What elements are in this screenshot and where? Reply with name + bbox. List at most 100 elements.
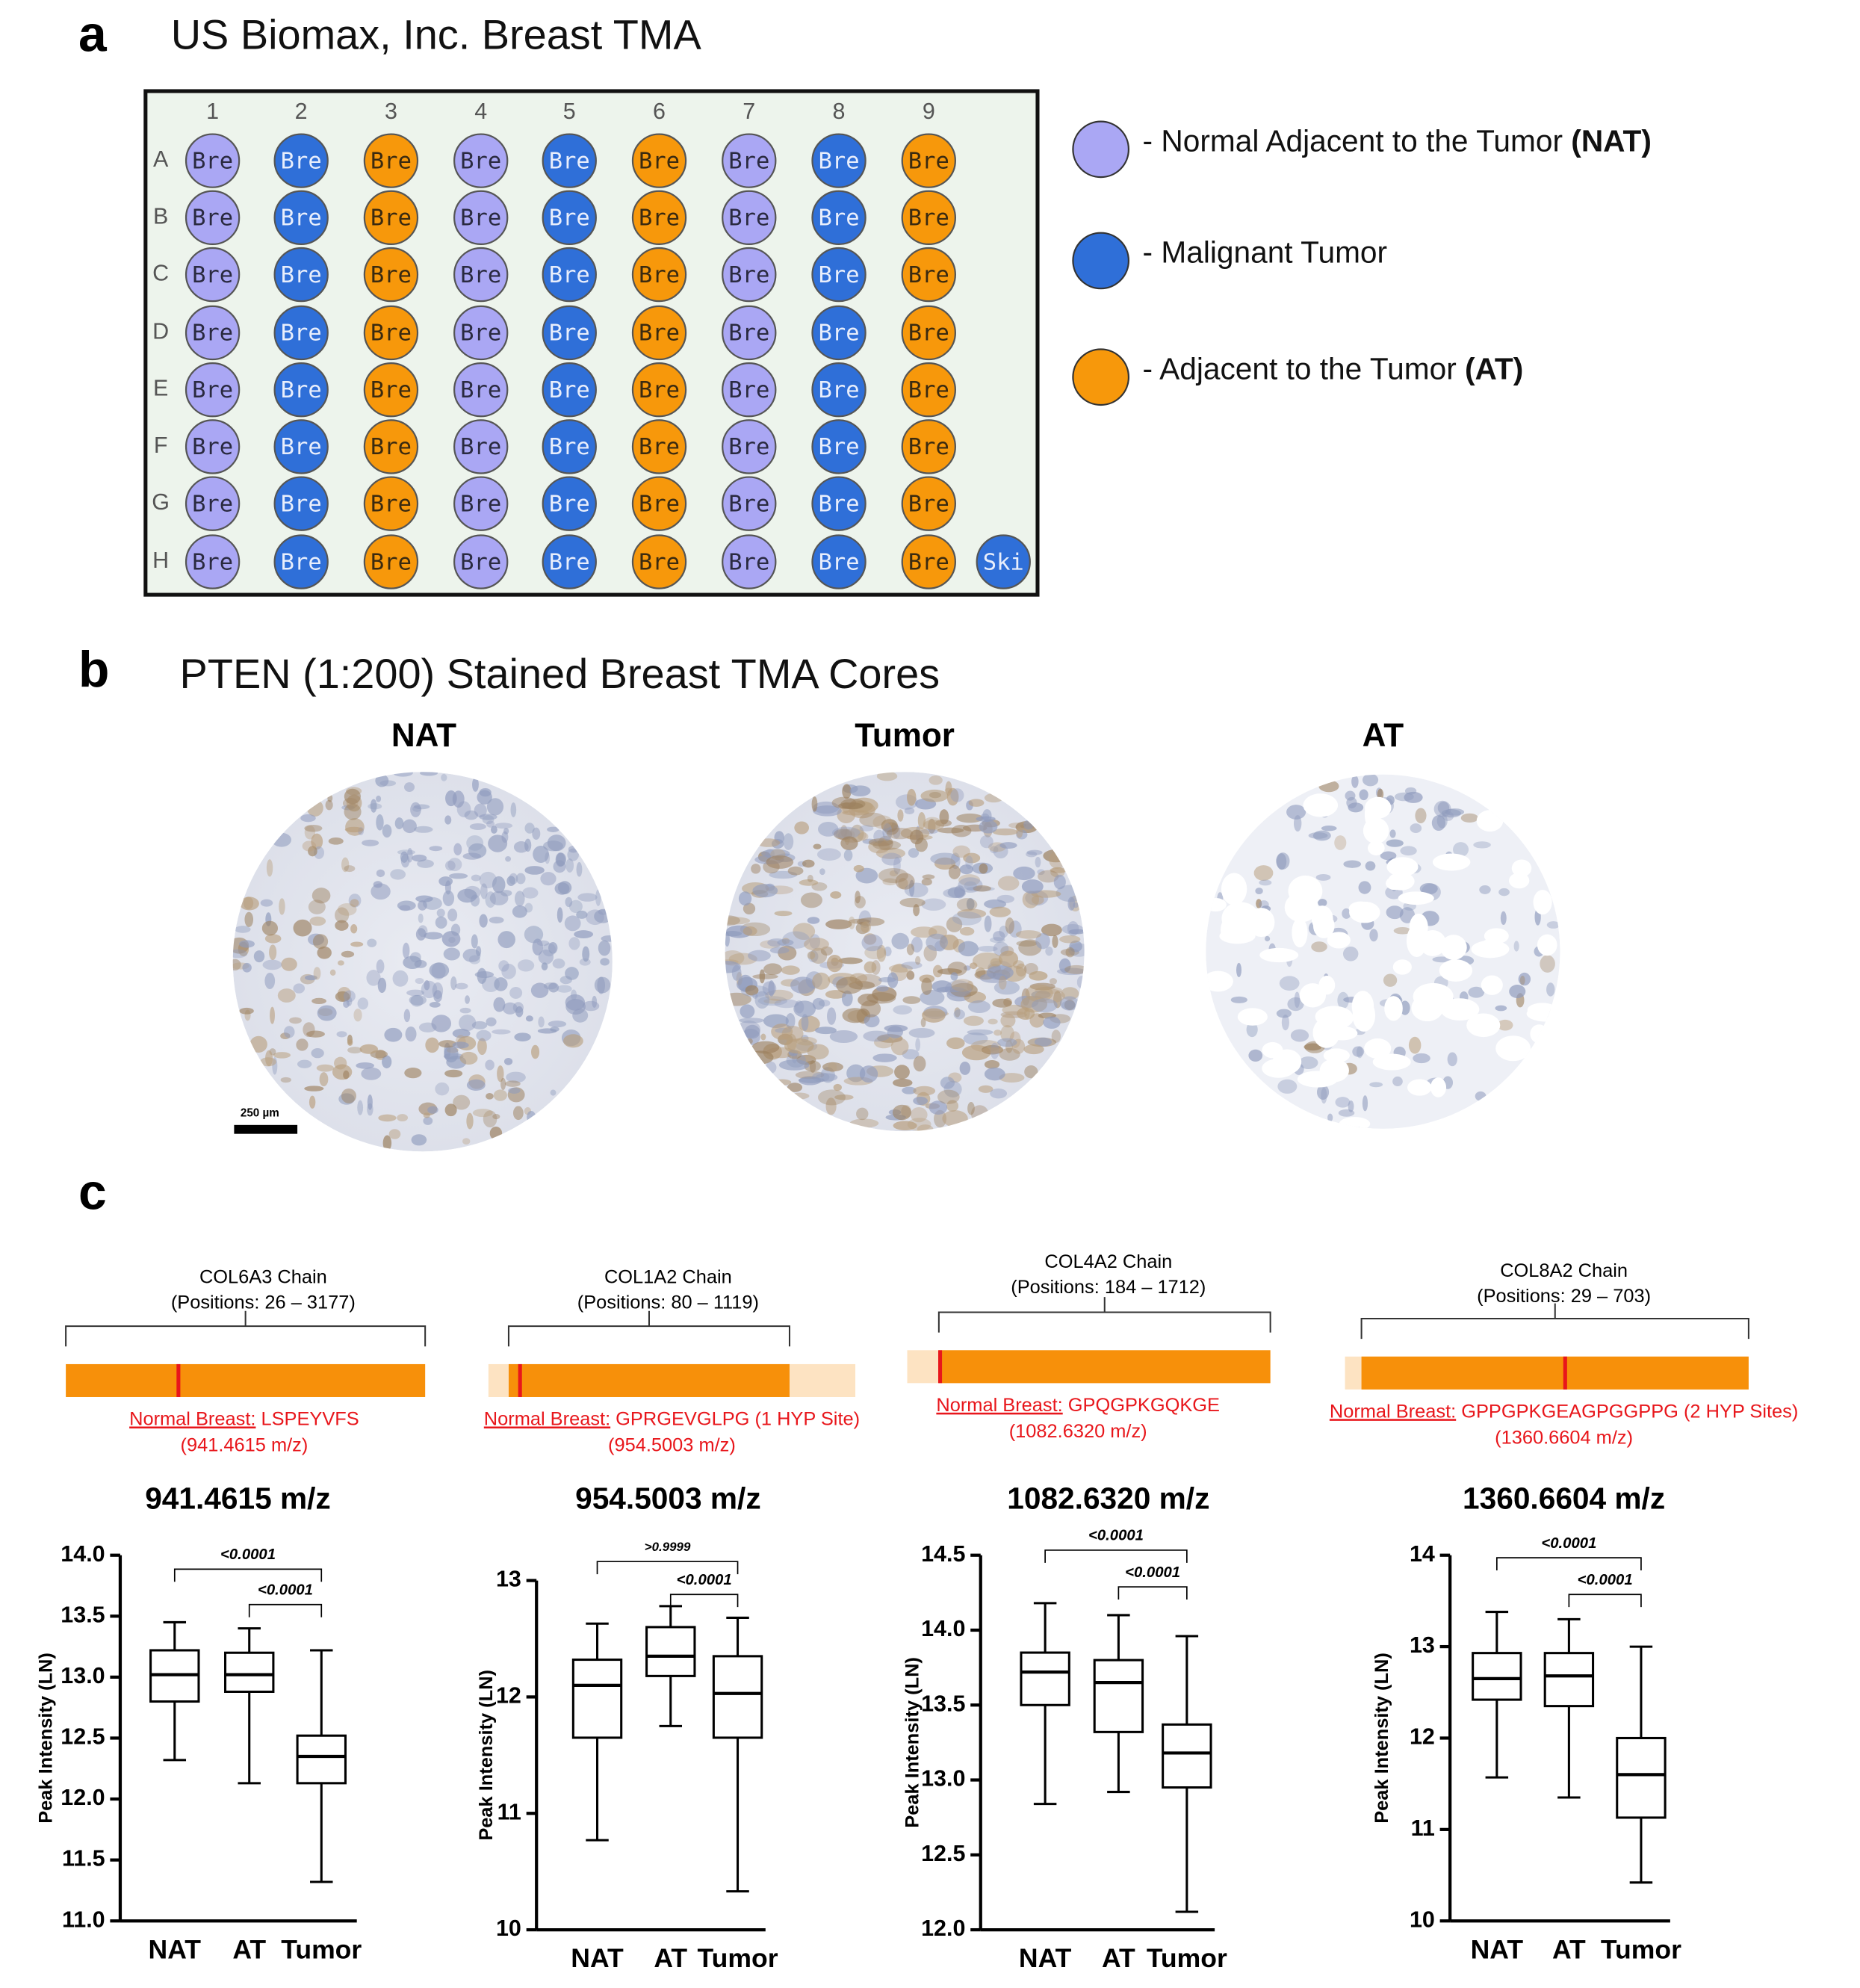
panel-title: PTEN (1:200) Stained Breast TMA Cores (180, 650, 940, 697)
stain (457, 888, 477, 903)
stain (433, 990, 442, 1003)
fat-vacuole (1368, 840, 1385, 855)
stain (269, 944, 277, 961)
stain (898, 878, 908, 889)
stain (1498, 888, 1510, 897)
legend-swatch (1072, 232, 1130, 290)
stain (538, 1016, 545, 1028)
stain (443, 947, 460, 961)
stain (754, 991, 770, 1009)
stain (813, 801, 840, 814)
tissue: Normal Breast: (129, 1408, 255, 1429)
stain (964, 965, 971, 971)
stain (563, 1034, 583, 1048)
stain (867, 992, 896, 1004)
stain (731, 964, 742, 981)
stain (492, 876, 506, 894)
core-label: Bre (819, 262, 860, 288)
sequence: GPQGPKGQKGE (1063, 1395, 1220, 1416)
scale-bar (234, 1124, 298, 1134)
sequence: LSPEYVFS (255, 1408, 359, 1429)
stain (968, 799, 985, 807)
stain (910, 1107, 928, 1123)
fat-vacuole (1526, 1006, 1560, 1022)
tma-core (631, 305, 687, 361)
stain (394, 817, 404, 829)
stain (769, 947, 790, 954)
fat-vacuole (1311, 905, 1333, 932)
p-value: <0.0001 (1541, 1535, 1596, 1552)
tma-core (901, 362, 956, 418)
fat-vacuole (1537, 934, 1557, 956)
tissue: Normal Breast: (1330, 1401, 1456, 1422)
stain (500, 1077, 506, 1090)
tma-core (811, 419, 867, 474)
stain (438, 1040, 456, 1048)
stain (739, 1018, 764, 1024)
stain (548, 1021, 567, 1028)
tma-core (363, 534, 419, 589)
fat-vacuole (1407, 1079, 1432, 1096)
stain (984, 1060, 1000, 1069)
stain (459, 1051, 478, 1065)
stain (904, 882, 929, 898)
stain (997, 876, 1020, 891)
stain (493, 1089, 507, 1101)
chain-name: COL4A2 Chain (1044, 1251, 1172, 1272)
stain (817, 822, 839, 837)
stain (738, 891, 752, 906)
stain (524, 926, 544, 944)
stain (1246, 1022, 1258, 1038)
stain (332, 1064, 353, 1080)
stain (557, 985, 572, 993)
stain (316, 1064, 335, 1072)
fat-vacuole (1327, 932, 1351, 949)
core-label: Bre (728, 549, 769, 575)
core-label: Bre (728, 377, 769, 403)
y-tick-label: 11.5 (62, 1846, 105, 1871)
stain (530, 982, 549, 998)
fat-vacuole (1430, 1077, 1447, 1097)
core-label: Bre (639, 491, 680, 517)
fat-vacuole (1386, 857, 1419, 877)
stain (410, 994, 424, 1007)
stain (876, 985, 889, 992)
stain (934, 857, 956, 870)
stain (564, 915, 581, 932)
core-label: Bre (639, 377, 680, 403)
stain (337, 903, 357, 916)
stain (784, 1038, 814, 1054)
bracket (65, 1310, 427, 1347)
stain (1362, 774, 1379, 787)
core-label: Bre (192, 434, 233, 460)
stain (908, 1027, 935, 1038)
stain (873, 1036, 894, 1049)
stain (876, 772, 898, 781)
stain (335, 907, 350, 923)
row-label: E (153, 376, 168, 401)
stain (306, 1030, 325, 1038)
stain (378, 1114, 397, 1122)
stain (1460, 813, 1478, 823)
stain (509, 987, 523, 999)
fat-vacuole (1323, 1048, 1350, 1063)
tma-core (811, 190, 867, 246)
chain-name: COL8A2 Chain (1500, 1260, 1628, 1281)
stain (304, 1086, 324, 1091)
stain (838, 957, 863, 964)
stain (489, 1126, 503, 1140)
stain (1369, 929, 1378, 942)
stain (341, 857, 350, 873)
stain (423, 1112, 430, 1118)
stain (313, 967, 321, 980)
stain (382, 1135, 392, 1151)
tma-core (453, 133, 509, 188)
stain (493, 997, 506, 1012)
stain (1076, 976, 1085, 989)
stain (303, 1022, 315, 1038)
stain (341, 950, 355, 958)
core-label: Bre (639, 262, 680, 288)
legend-label: - Normal Adjacent to the Tumor (1143, 123, 1572, 158)
stain (512, 1002, 524, 1013)
peptide-site (518, 1363, 522, 1397)
